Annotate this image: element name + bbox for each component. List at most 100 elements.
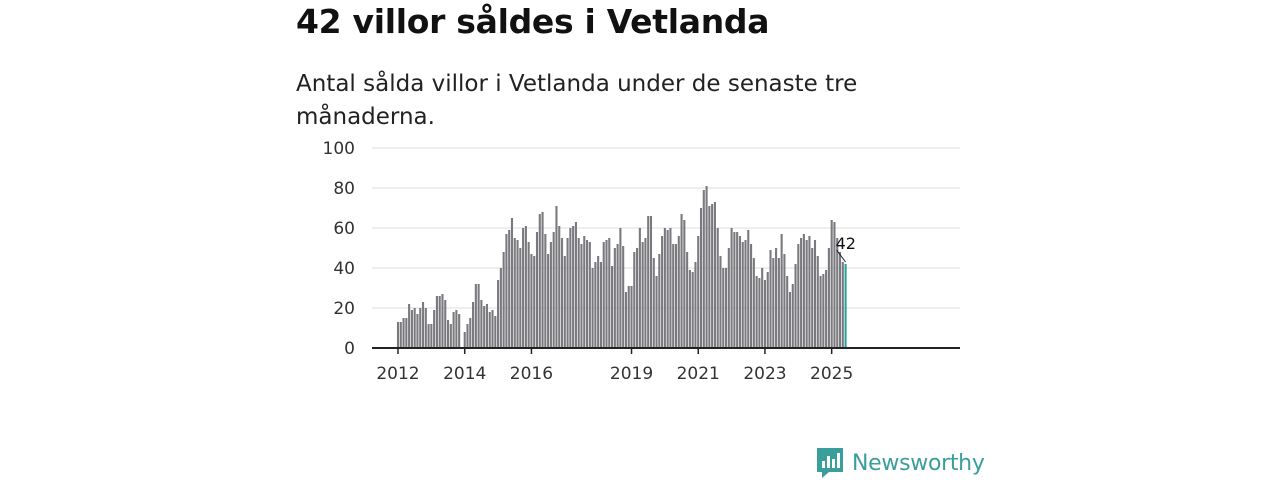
- bar: [672, 244, 675, 348]
- bar: [463, 332, 466, 348]
- bar: [452, 312, 455, 348]
- x-tick-label: 2019: [610, 364, 653, 384]
- bar-latest: [844, 264, 847, 348]
- bar: [605, 240, 608, 348]
- bar: [627, 286, 630, 348]
- bar: [719, 256, 722, 348]
- x-tick-label: 2012: [376, 364, 419, 384]
- bar: [516, 240, 519, 348]
- bar: [705, 186, 708, 348]
- last-value-pointer: [836, 249, 846, 263]
- bar: [636, 248, 639, 348]
- bar: [538, 214, 541, 348]
- grid-lines: [372, 147, 960, 309]
- bar: [585, 240, 589, 348]
- bar: [649, 216, 653, 348]
- bar: [808, 236, 811, 348]
- bar: [780, 234, 783, 348]
- bar: [430, 324, 433, 348]
- bar: [697, 236, 700, 348]
- bar: [455, 310, 458, 348]
- bar: [783, 254, 786, 348]
- bar: [435, 296, 438, 348]
- bar: [833, 222, 836, 348]
- bar: [841, 262, 844, 348]
- bar: [716, 228, 719, 348]
- bar: [763, 280, 767, 348]
- bar: [655, 276, 658, 348]
- bar: [444, 300, 447, 348]
- bar: [602, 242, 605, 348]
- bar: [497, 280, 500, 348]
- x-tick-label: 2014: [443, 364, 486, 384]
- bar: [797, 244, 800, 348]
- bar: [825, 270, 828, 348]
- bar: [688, 270, 691, 348]
- bar: [421, 302, 425, 348]
- bar: [413, 308, 416, 348]
- bar: [811, 248, 814, 348]
- bar: [633, 252, 636, 348]
- bar: [502, 252, 505, 348]
- bar: [441, 294, 444, 348]
- bar: [402, 318, 405, 348]
- bar: [694, 262, 697, 348]
- bar: [549, 242, 552, 348]
- bar: [663, 228, 666, 348]
- bar: [680, 214, 683, 348]
- y-tick-label: 60: [333, 219, 355, 239]
- bar: [427, 324, 430, 348]
- bar: [674, 244, 678, 348]
- bar: [608, 238, 611, 348]
- bar: [566, 238, 569, 348]
- bar: [641, 242, 644, 348]
- bar: [480, 300, 483, 348]
- bar: [424, 308, 427, 348]
- bar: [599, 262, 602, 348]
- bar: [658, 254, 661, 348]
- y-tick-label: 80: [333, 179, 355, 199]
- bar: [791, 284, 794, 348]
- bar: [477, 284, 480, 348]
- bar: [836, 238, 839, 348]
- bar: [399, 322, 402, 348]
- newsworthy-logo[interactable]: Newsworthy: [815, 446, 985, 480]
- bar: [535, 232, 539, 348]
- bar: [491, 310, 494, 348]
- bar: [736, 232, 739, 348]
- y-tick-label: 40: [333, 259, 355, 279]
- bar: [727, 248, 730, 348]
- bar: [522, 228, 525, 348]
- bar: [580, 244, 583, 348]
- bar: [830, 220, 833, 348]
- bar: [552, 232, 555, 348]
- bar: [499, 268, 502, 348]
- bar: [555, 206, 558, 348]
- bar: [805, 240, 808, 348]
- bar: [713, 202, 716, 348]
- bar: [624, 292, 628, 348]
- bar: [772, 258, 775, 348]
- bar: [408, 304, 411, 348]
- bar: [563, 256, 566, 348]
- bar: [472, 302, 475, 348]
- bar: [711, 204, 714, 348]
- bar: [738, 236, 741, 348]
- bar: [755, 276, 758, 348]
- bar: [419, 308, 422, 348]
- x-tick-label: 2023: [743, 364, 786, 384]
- bar: [741, 242, 744, 348]
- bar: [458, 314, 461, 348]
- bar: [647, 216, 650, 348]
- bar: [758, 278, 761, 348]
- bar: [505, 234, 508, 348]
- bar: [794, 264, 797, 348]
- bar: [594, 262, 597, 348]
- bar: [724, 268, 728, 348]
- bar: [488, 312, 491, 348]
- y-tick-label: 0: [344, 339, 355, 359]
- bar: [560, 238, 564, 348]
- bar: [750, 244, 753, 348]
- bar: [630, 286, 633, 348]
